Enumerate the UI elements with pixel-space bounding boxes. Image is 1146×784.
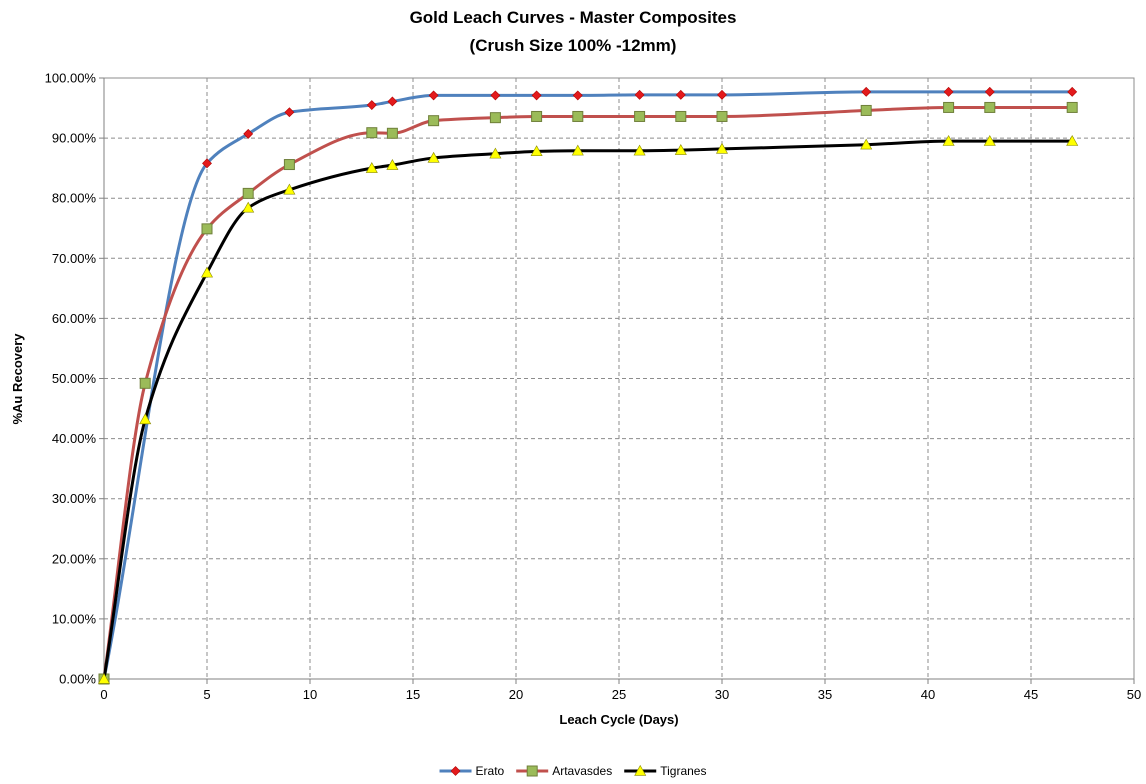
- data-point-erato: [943, 86, 954, 97]
- data-point-artavasdes: [572, 110, 584, 122]
- data-point-erato: [531, 90, 542, 101]
- data-point-erato: [717, 89, 727, 100]
- data-point-tigranes: [365, 162, 378, 173]
- x-tick-label: 5: [203, 687, 210, 702]
- data-point-artavasdes: [386, 127, 398, 139]
- series-erato: [99, 86, 1078, 684]
- data-point-artavasdes: [242, 187, 254, 199]
- data-point-erato: [490, 90, 501, 101]
- y-tick-label: 40.00%: [52, 431, 97, 446]
- x-tick-label: 20: [509, 687, 523, 702]
- x-tick-label: 40: [921, 687, 935, 702]
- legend-marker-erato: [450, 766, 461, 776]
- legend-marker-artavasdes: [526, 765, 538, 777]
- y-tick-label: 50.00%: [52, 371, 97, 386]
- x-tick-label: 45: [1024, 687, 1038, 702]
- data-point-tigranes: [715, 142, 729, 154]
- data-point-tigranes: [200, 266, 214, 278]
- data-point-erato: [984, 86, 995, 97]
- legend: Erato Artavasdes Tigranes: [439, 764, 706, 778]
- y-axis-label: %Au Recovery: [10, 333, 25, 425]
- data-point-artavasdes: [201, 223, 213, 235]
- chart-subtitle: (Crush Size 100% -12mm): [470, 36, 677, 55]
- legend-label-artavasdes: Artavasdes: [552, 764, 612, 778]
- x-tick-label: 0: [100, 687, 107, 702]
- data-point-artavasdes: [1066, 101, 1078, 113]
- data-point-erato: [675, 89, 686, 100]
- data-point-erato: [243, 128, 254, 139]
- data-point-erato: [202, 158, 212, 169]
- data-point-tigranes: [489, 147, 502, 159]
- data-point-artavasdes: [675, 110, 687, 122]
- legend-label-erato: Erato: [476, 764, 505, 778]
- y-tick-label: 0.00%: [59, 672, 96, 687]
- data-point-erato: [572, 90, 583, 101]
- data-point-tigranes: [242, 201, 255, 213]
- y-tick-label: 100.00%: [45, 71, 97, 86]
- x-tick-label: 10: [303, 687, 317, 702]
- y-tick-label: 60.00%: [52, 311, 97, 326]
- data-point-erato: [861, 86, 872, 97]
- data-point-tigranes: [942, 134, 955, 146]
- y-tick-label: 70.00%: [52, 251, 97, 266]
- gridlines: [104, 78, 1134, 679]
- series-line-erato: [102, 90, 1073, 680]
- x-tick-label: 25: [612, 687, 626, 702]
- data-point-artavasdes: [860, 104, 872, 116]
- data-point-artavasdes: [366, 127, 378, 139]
- data-point-tigranes: [1066, 134, 1079, 146]
- data-point-artavasdes: [984, 101, 996, 113]
- x-tick-label: 35: [818, 687, 832, 702]
- data-point-tigranes: [530, 145, 543, 157]
- y-tick-label: 30.00%: [52, 491, 97, 506]
- legend-item-erato: Erato: [439, 764, 505, 778]
- data-point-artavasdes: [531, 110, 543, 122]
- data-point-tigranes: [571, 144, 584, 156]
- data-point-tigranes: [674, 144, 687, 155]
- legend-item-artavasdes: Artavasdes: [516, 764, 612, 778]
- y-tick-label: 90.00%: [52, 131, 97, 146]
- axis-ticks: 0.00% 10.00% 20.00% 30.00% 40.00% 50.00% 60.00…: [45, 71, 1142, 703]
- data-point-tigranes: [427, 151, 440, 163]
- data-point-artavasdes: [139, 377, 151, 389]
- data-point-erato: [634, 89, 645, 100]
- x-axis-label: Leach Cycle (Days): [559, 712, 678, 727]
- data-point-tigranes: [983, 134, 996, 146]
- y-tick-label: 10.00%: [52, 611, 97, 626]
- data-point-tigranes: [139, 413, 152, 425]
- data-point-erato: [366, 100, 377, 110]
- data-point-erato: [387, 96, 398, 107]
- y-tick-label: 20.00%: [52, 551, 97, 566]
- data-point-artavasdes: [428, 115, 440, 127]
- data-point-tigranes: [860, 138, 873, 150]
- x-tick-label: 15: [406, 687, 420, 702]
- chart-title: Gold Leach Curves - Master Composites: [410, 8, 737, 27]
- legend-marker-tigranes: [634, 764, 647, 776]
- data-point-artavasdes: [489, 112, 501, 124]
- data-point-erato: [284, 107, 295, 118]
- data-point-erato: [1067, 86, 1078, 97]
- x-tick-label: 30: [715, 687, 729, 702]
- series-artavasdes: [98, 101, 1078, 685]
- series-tigranes: [97, 134, 1079, 684]
- data-point-tigranes: [97, 672, 111, 684]
- legend-item-tigranes: Tigranes: [624, 764, 706, 778]
- data-point-artavasdes: [716, 110, 728, 122]
- data-point-tigranes: [283, 183, 296, 195]
- x-tick-label: 50: [1127, 687, 1141, 702]
- series-layer: [97, 86, 1079, 685]
- legend-label-tigranes: Tigranes: [660, 764, 706, 778]
- data-point-artavasdes: [943, 101, 955, 113]
- data-point-tigranes: [633, 144, 646, 156]
- y-tick-label: 80.00%: [52, 191, 97, 206]
- data-point-artavasdes: [634, 110, 646, 122]
- data-point-tigranes: [386, 159, 399, 170]
- data-point-erato: [428, 90, 439, 101]
- data-point-artavasdes: [283, 159, 295, 171]
